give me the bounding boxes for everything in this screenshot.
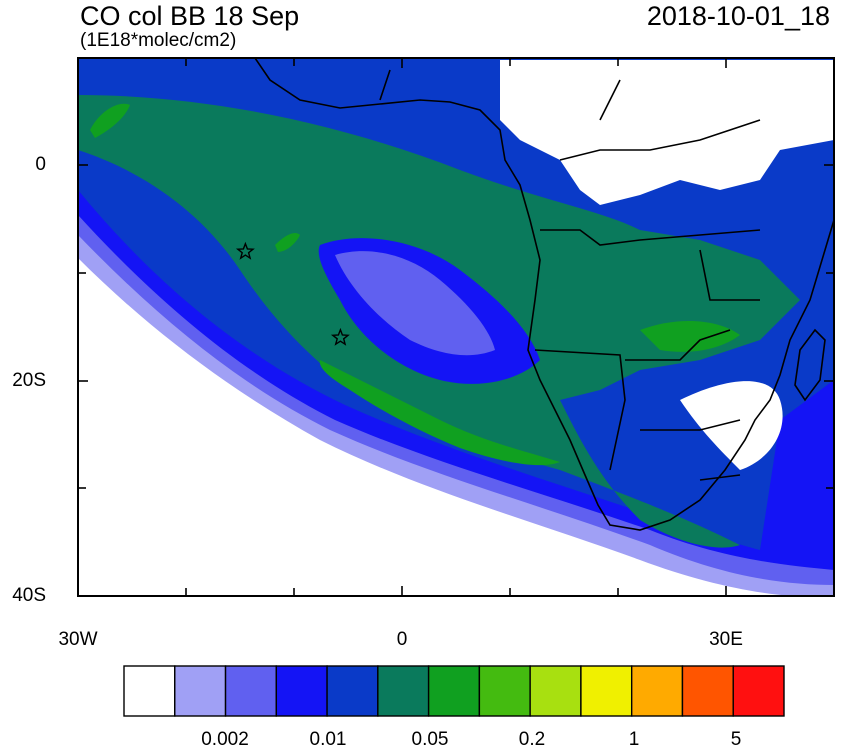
timestamp-label: 2018-10-01_18 <box>646 1 830 31</box>
map-title: CO col BB 18 Sep <box>80 1 300 31</box>
colorbar-swatch-1 <box>174 665 227 717</box>
colorbar-swatch-3 <box>275 665 328 717</box>
lat-label-0: 0 <box>35 154 46 175</box>
lon-label-30e: 30E <box>709 629 743 650</box>
contour-level-brightgreen-2 <box>90 103 130 138</box>
colorbar-swatch-12 <box>732 665 785 717</box>
colorbar-swatch-0 <box>123 665 176 717</box>
colorbar-swatch-6 <box>427 665 481 717</box>
lat-label-40s: 40S <box>12 585 46 606</box>
star-1-marker <box>235 241 255 260</box>
madagascar-coast <box>794 328 826 402</box>
country-borders <box>379 69 761 481</box>
coastlines <box>254 58 834 531</box>
colorbar-label-0.002: 0.002 <box>201 729 249 750</box>
star-2-marker <box>330 327 350 346</box>
colorbar-label-0.2: 0.2 <box>518 729 546 750</box>
contour-level-brightgreen-4 <box>275 233 300 252</box>
colorbar-swatch-8 <box>529 665 582 717</box>
marker-layer <box>235 241 350 346</box>
map-frame <box>77 57 835 597</box>
colorbar-label-5: 5 <box>730 729 742 750</box>
contour-level-brightgreen-3 <box>640 320 740 352</box>
colorbar-swatch-2 <box>224 665 278 717</box>
contour-inner-medium <box>335 251 495 356</box>
lat-label-20s: 20S <box>12 370 46 391</box>
clean-region-central <box>500 60 834 205</box>
colorbar-swatch-7 <box>478 665 531 717</box>
lon-label-0: 0 <box>396 629 408 650</box>
lon-label-30w: 30W <box>58 629 98 650</box>
africa-coastline <box>254 58 834 531</box>
colorbar-label-0.01: 0.01 <box>309 729 347 750</box>
units-label: (1E18*molec/cm2) <box>80 30 237 51</box>
colorbar <box>123 665 785 717</box>
axis-ticks <box>77 57 835 597</box>
colorbar-swatch-9 <box>580 665 633 717</box>
colorbar-swatch-4 <box>326 665 379 717</box>
co-field <box>78 58 834 596</box>
clean-region-south <box>680 381 783 470</box>
colorbar-swatch-11 <box>681 665 734 717</box>
colorbar-label-0.05: 0.05 <box>411 729 449 750</box>
colorbar-label-1: 1 <box>628 729 640 750</box>
colorbar-swatch-5 <box>377 665 430 717</box>
colorbar-swatch-10 <box>630 665 684 717</box>
